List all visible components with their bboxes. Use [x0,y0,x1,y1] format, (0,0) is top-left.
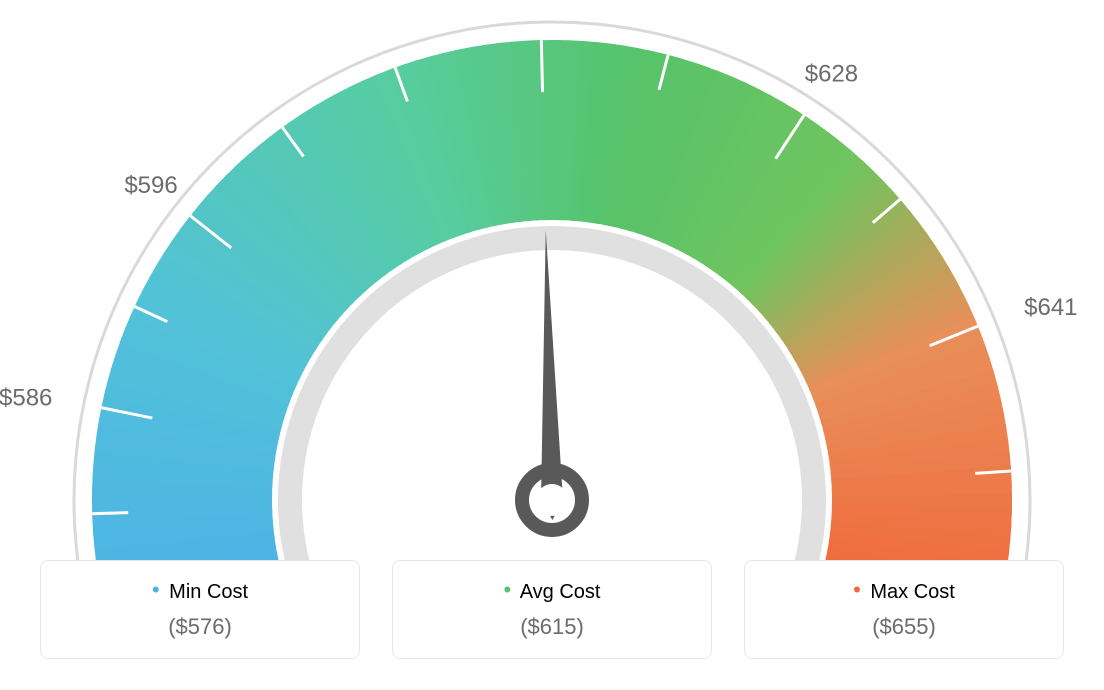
svg-text:$586: $586 [0,385,52,412]
gauge-svg: $576$586$596$615$628$641$655 [0,0,1104,560]
legend-row: • Min Cost ($576) • Avg Cost ($615) • Ma… [0,560,1104,659]
legend-title-text: Avg Cost [520,581,601,603]
legend-title-text: Max Cost [870,581,954,603]
legend-card-avg: • Avg Cost ($615) [392,560,712,659]
legend-dot-icon: • [152,577,160,602]
legend-card-min: • Min Cost ($576) [40,560,360,659]
legend-value: ($576) [53,614,347,640]
svg-text:$596: $596 [124,172,177,199]
svg-text:$641: $641 [1024,294,1077,321]
svg-text:$615: $615 [513,0,566,4]
legend-title: • Min Cost [53,577,347,604]
legend-title-text: Min Cost [169,581,248,603]
legend-title: • Avg Cost [405,577,699,604]
legend-title: • Max Cost [757,577,1051,604]
legend-dot-icon: • [504,577,512,602]
gauge-chart: $576$586$596$615$628$641$655 [0,0,1104,560]
legend-card-max: • Max Cost ($655) [744,560,1064,659]
legend-dot-icon: • [853,577,861,602]
legend-value: ($655) [757,614,1051,640]
legend-value: ($615) [405,614,699,640]
svg-text:$628: $628 [805,60,858,87]
